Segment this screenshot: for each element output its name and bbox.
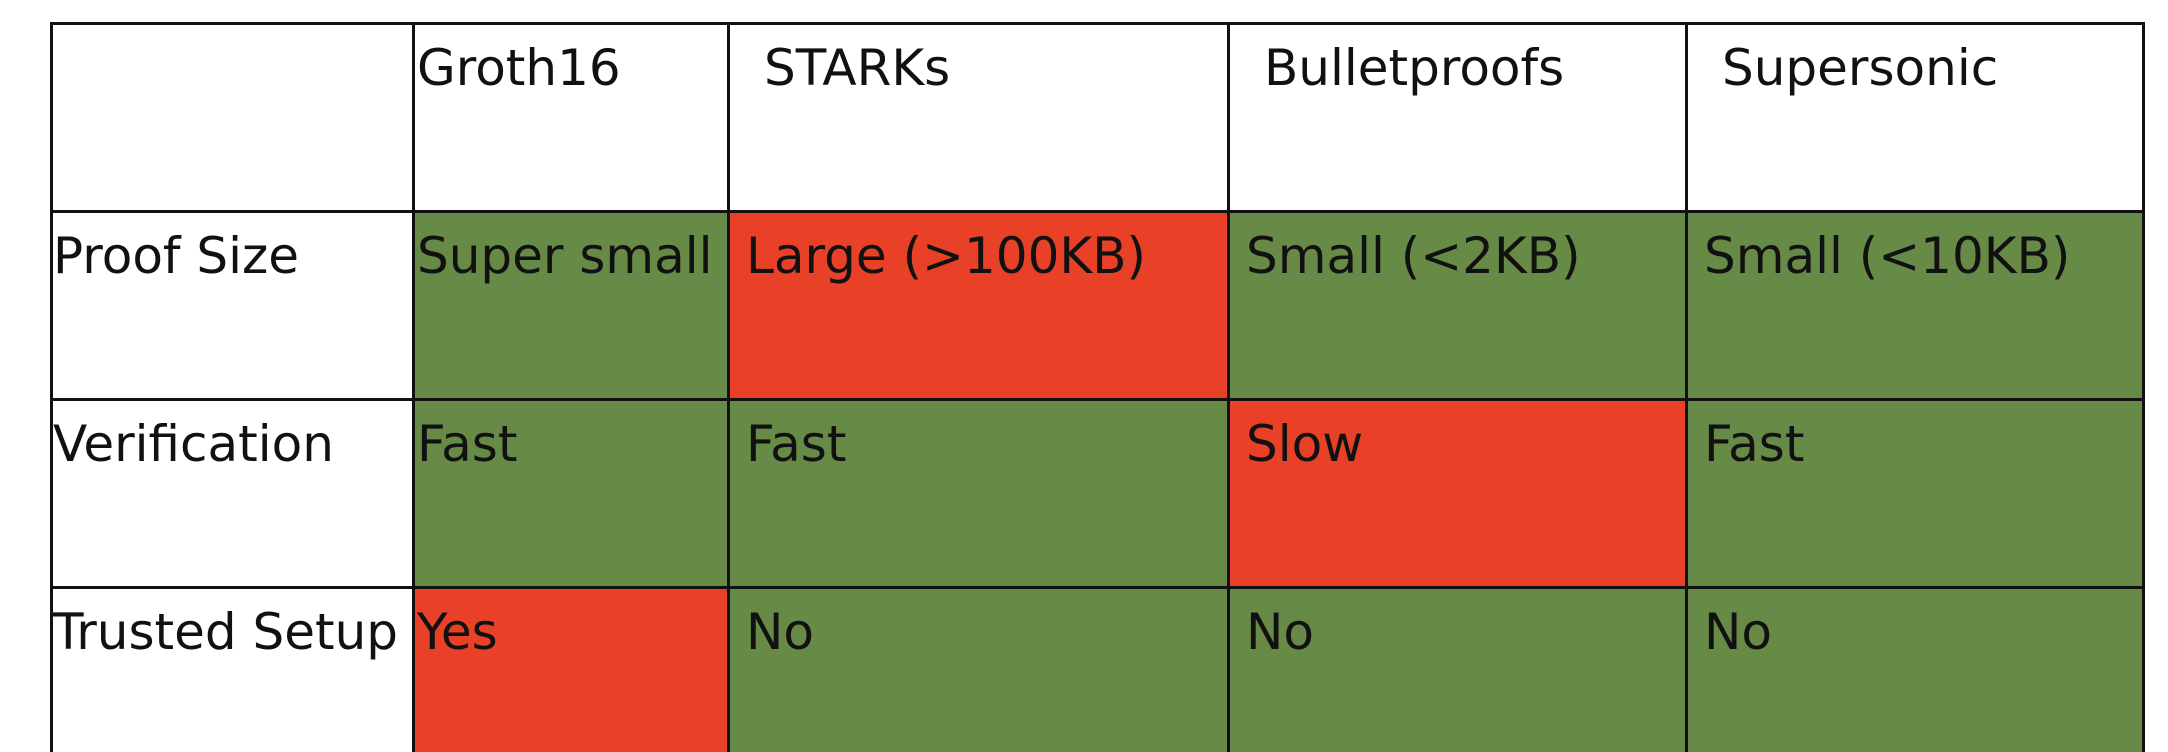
cell-supersonic-proof-size: Small (<10KB)	[1685, 210, 2145, 401]
row-label-proof-size: Proof Size	[50, 210, 415, 401]
cell-starks-proof-size: Large (>100KB)	[727, 210, 1230, 401]
column-header-bulletproofs: Bulletproofs	[1227, 22, 1688, 213]
cell-bulletproofs-verification: Slow	[1227, 398, 1688, 589]
column-header-starks: STARKs	[727, 22, 1230, 213]
cell-bulletproofs-trusted-setup: No	[1227, 586, 1688, 752]
column-header-supersonic: Supersonic	[1685, 22, 2145, 213]
header-row: Groth16 STARKs Bulletproofs Supersonic	[50, 22, 2145, 213]
table-row: Verification Fast Fast Slow Fast	[50, 398, 2145, 589]
row-label-verification: Verification	[50, 398, 415, 589]
corner-cell	[50, 22, 415, 213]
cell-supersonic-verification: Fast	[1685, 398, 2145, 589]
column-header-groth16: Groth16	[412, 22, 730, 213]
cell-groth16-trusted-setup: Yes	[412, 586, 730, 752]
row-label-trusted-setup: Trusted Setup	[50, 586, 415, 752]
comparison-table: Groth16 STARKs Bulletproofs Supersonic P…	[50, 22, 2145, 752]
cell-bulletproofs-proof-size: Small (<2KB)	[1227, 210, 1688, 401]
cell-supersonic-trusted-setup: No	[1685, 586, 2145, 752]
table-row: Proof Size Super small Large (>100KB) Sm…	[50, 210, 2145, 401]
cell-starks-trusted-setup: No	[727, 586, 1230, 752]
cell-groth16-verification: Fast	[412, 398, 730, 589]
cell-starks-verification: Fast	[727, 398, 1230, 589]
cell-groth16-proof-size: Super small	[412, 210, 730, 401]
table-row: Trusted Setup Yes No No No	[50, 586, 2145, 752]
